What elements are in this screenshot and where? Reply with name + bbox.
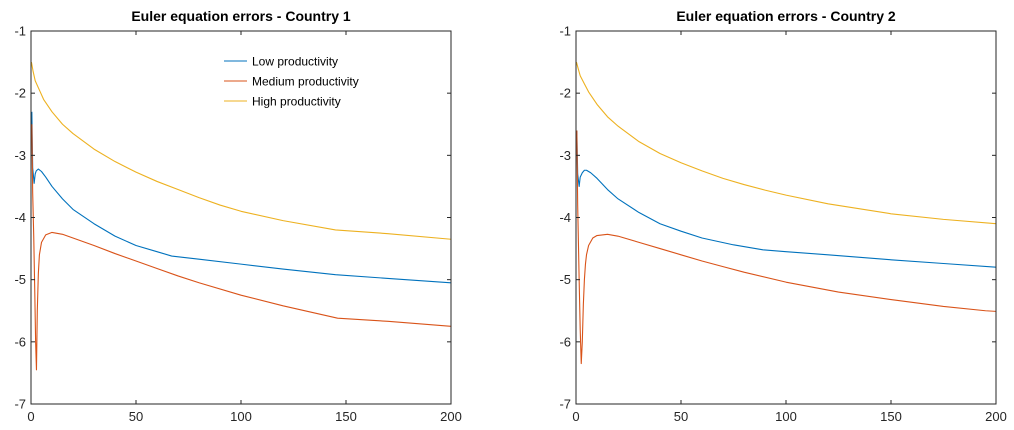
series-line-medium-productivity	[31, 124, 451, 371]
legend-label: High productivity	[252, 95, 341, 109]
y-tick-label: -6	[559, 334, 571, 349]
y-tick-label: -2	[559, 86, 571, 101]
y-tick-label: -4	[559, 210, 571, 225]
y-tick-label: -6	[14, 334, 26, 349]
series-line-low-productivity	[31, 111, 451, 284]
y-tick-label: -5	[14, 272, 26, 287]
x-tick-label: 150	[880, 409, 902, 424]
x-tick-label: 150	[335, 409, 357, 424]
x-tick-label: 200	[985, 409, 1007, 424]
chart-title: Euler equation errors - Country 1	[131, 8, 351, 24]
legend: Low productivity Medium productivity High …	[224, 55, 359, 109]
legend-label: Medium productivity	[252, 75, 359, 89]
y-tick-label: -3	[14, 148, 26, 163]
legend-label: Low productivity	[252, 55, 338, 69]
y-tick-label: -4	[14, 210, 26, 225]
y-tick-label: -1	[559, 24, 571, 39]
y-tick-label: -5	[559, 272, 571, 287]
plot-area	[31, 31, 451, 404]
series-group	[576, 61, 996, 365]
x-tick-label: 0	[27, 409, 34, 424]
x-tick-label: 100	[775, 409, 797, 424]
series-group	[31, 61, 451, 371]
chart-country-2: 0 50 100 150 200 -1 -2 -3 -4 -5 -6 -7 Euler equation…	[559, 8, 1006, 424]
chart-country-1: 0 50 100 150 200 -1 -2 -3 -4 -5 -6 -7 Euler equation…	[14, 8, 461, 424]
series-line-high-productivity	[576, 61, 996, 225]
y-tick-label: -1	[14, 24, 26, 39]
x-tick-label: 50	[129, 409, 143, 424]
y-tick-label: -2	[14, 86, 26, 101]
x-tick-label: 100	[230, 409, 252, 424]
x-tick-label: 200	[440, 409, 462, 424]
series-line-medium-productivity	[576, 130, 996, 365]
chart-title: Euler equation errors - Country 2	[676, 8, 896, 24]
y-tick-label: -7	[559, 397, 571, 412]
series-line-high-productivity	[31, 61, 451, 240]
y-tick-label: -3	[559, 148, 571, 163]
x-tick-label: 0	[572, 409, 579, 424]
y-tick-label: -7	[14, 397, 26, 412]
series-line-low-productivity	[576, 130, 996, 268]
plot-area	[576, 31, 996, 404]
x-tick-label: 50	[674, 409, 688, 424]
